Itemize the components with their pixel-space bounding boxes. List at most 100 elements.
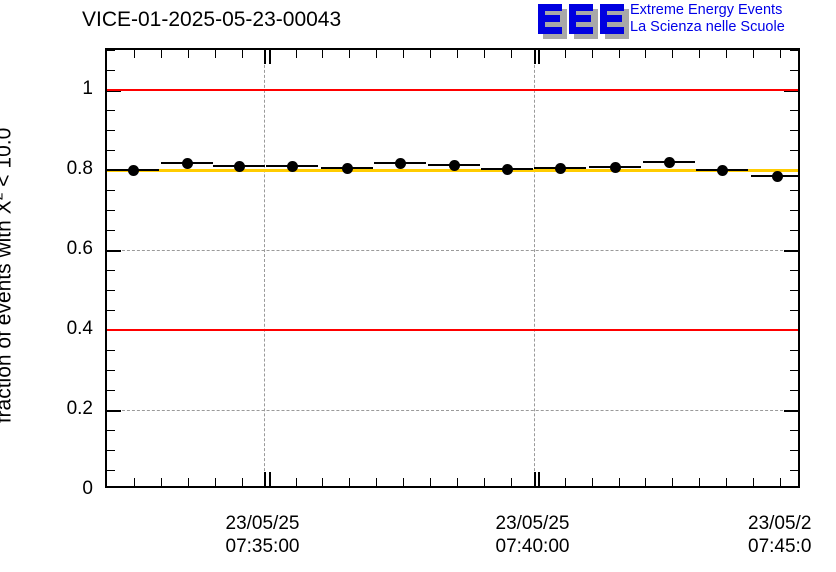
y-axis-tick xyxy=(107,290,115,291)
y-axis-tick xyxy=(790,450,798,451)
y-axis-tick xyxy=(790,150,798,151)
x-axis-tick xyxy=(699,50,701,58)
y-axis-tick xyxy=(107,90,121,92)
x-axis-tick xyxy=(672,478,674,486)
x-axis-tick xyxy=(349,478,351,486)
x-axis-tick xyxy=(564,478,566,486)
y-axis-tick xyxy=(790,130,798,131)
x-axis-tick xyxy=(268,472,271,486)
chart-title: VICE-01-2025-05-23-00043 xyxy=(82,8,342,31)
data-point xyxy=(554,162,566,174)
x-axis-tick xyxy=(510,50,512,58)
x-axis-tick xyxy=(591,50,593,58)
y-axis-tick xyxy=(790,370,798,371)
x-axis-tick xyxy=(160,50,162,58)
y-axis-title: fraction of events with X2 < 10.0 xyxy=(0,127,16,424)
y-axis-tick xyxy=(790,350,798,351)
x-axis-tick xyxy=(187,50,189,58)
y-axis-tick xyxy=(790,290,798,291)
y-axis-tick xyxy=(107,270,115,271)
x-tick-label-2-time: 07:40:00 xyxy=(495,536,570,557)
data-point xyxy=(127,164,139,176)
y-axis-tick xyxy=(790,390,798,391)
x-axis-tick xyxy=(430,478,432,486)
y-axis-tick xyxy=(784,250,798,252)
reference-line-upper-limit xyxy=(107,89,798,91)
x-axis-tick xyxy=(780,50,782,58)
x-tick-label-1-date: 23/05/25 xyxy=(225,513,300,534)
data-point xyxy=(394,157,406,169)
x-axis-tick xyxy=(403,50,405,58)
data-point xyxy=(663,156,675,168)
eee-letter-1-icon xyxy=(538,4,567,39)
x-axis-tick xyxy=(187,478,189,486)
x-axis-tick xyxy=(214,478,216,486)
y-axis-tick xyxy=(790,210,798,211)
x-axis-tick xyxy=(537,50,540,64)
eee-logo-line1: Extreme Energy Events xyxy=(630,2,783,18)
y-axis-tick xyxy=(107,390,115,391)
x-axis-major-tick xyxy=(264,50,266,64)
x-tick-label-2-date: 23/05/25 xyxy=(495,513,570,534)
data-point xyxy=(181,157,193,169)
y-tick-label-4: 0.8 xyxy=(66,158,93,179)
x-axis-tick xyxy=(564,50,566,58)
y-axis-tick xyxy=(107,150,115,151)
data-point xyxy=(341,162,353,174)
y-axis-tick xyxy=(107,470,115,471)
y-axis-tick xyxy=(107,230,115,231)
y-axis-tick xyxy=(107,50,115,51)
x-axis-tick xyxy=(349,50,351,58)
x-axis-tick xyxy=(241,50,243,58)
x-axis-tick xyxy=(537,472,540,486)
y-axis-tick xyxy=(107,70,115,71)
y-axis-tick xyxy=(107,350,115,351)
plot-inner xyxy=(107,50,798,486)
x-axis-tick xyxy=(322,478,324,486)
x-axis-tick xyxy=(510,478,512,486)
x-tick-label-2: 23/05/25 07:40:00 xyxy=(480,512,585,558)
x-axis-tick xyxy=(430,50,432,58)
data-point xyxy=(716,164,728,176)
y-axis-tick xyxy=(107,130,115,131)
x-axis-tick xyxy=(134,478,135,486)
x-axis-tick xyxy=(726,478,728,486)
y-axis-tick xyxy=(790,190,798,191)
y-axis-tick xyxy=(107,450,115,451)
x-axis-tick xyxy=(483,478,485,486)
y-axis-tick xyxy=(790,270,798,271)
x-axis-tick xyxy=(645,478,647,486)
horizontal-gridline xyxy=(107,410,798,411)
x-axis-tick xyxy=(591,478,593,486)
y-tick-label-2: 0.4 xyxy=(66,318,93,339)
y-axis-tick xyxy=(790,110,798,111)
data-point xyxy=(448,159,460,171)
x-axis-tick xyxy=(295,478,297,486)
x-axis-major-tick xyxy=(534,472,536,486)
y-axis-tick xyxy=(790,50,798,51)
x-axis-tick xyxy=(457,478,459,486)
x-tick-label-1-time: 07:35:00 xyxy=(225,536,300,557)
eee-logo-mark xyxy=(538,4,629,39)
y-axis-tick xyxy=(107,310,115,311)
x-axis-tick xyxy=(160,478,162,486)
x-axis-tick xyxy=(295,50,297,58)
x-axis-tick xyxy=(241,478,243,486)
y-axis-tick xyxy=(107,190,115,191)
x-axis-tick xyxy=(134,50,135,58)
y-axis-tick xyxy=(107,370,115,371)
plot-area xyxy=(105,48,800,488)
y-axis-tick xyxy=(784,410,798,412)
data-point xyxy=(609,161,621,173)
x-axis-tick xyxy=(483,50,485,58)
y-axis-tick xyxy=(107,430,115,431)
x-axis-tick xyxy=(322,50,324,58)
x-axis-tick xyxy=(618,478,620,486)
y-axis-tick xyxy=(790,230,798,231)
x-axis-tick xyxy=(403,478,405,486)
x-axis-tick xyxy=(376,50,378,58)
x-axis-tick xyxy=(457,50,459,58)
y-tick-label-1: 0.2 xyxy=(66,398,93,419)
data-point xyxy=(501,163,513,175)
x-axis-tick xyxy=(618,50,620,58)
